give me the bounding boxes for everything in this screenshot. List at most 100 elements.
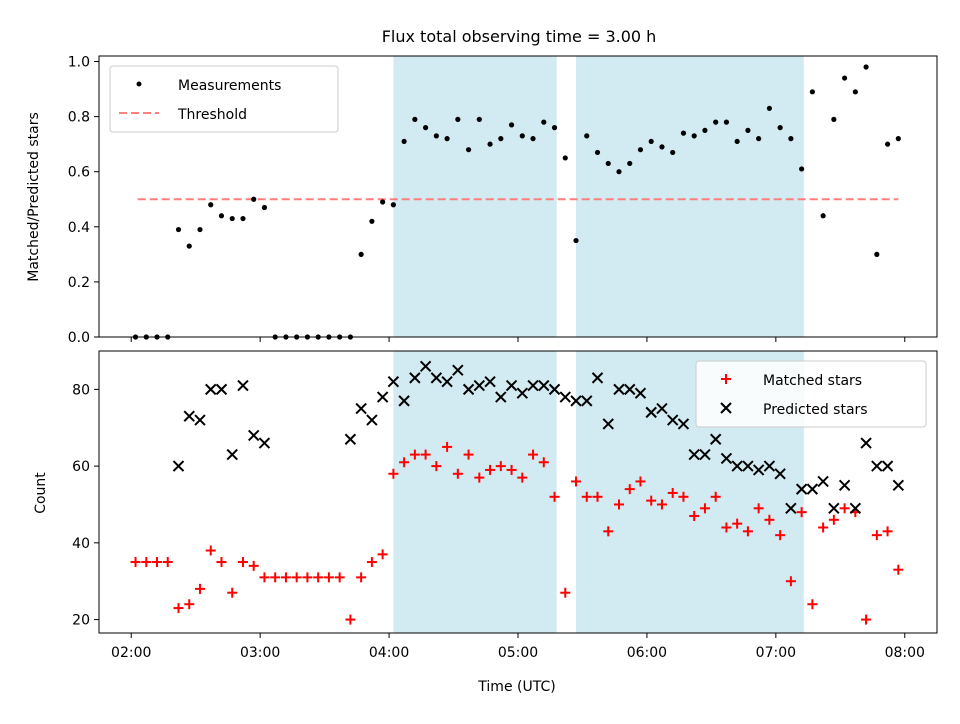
measurement-point [401, 138, 407, 145]
matched-star-point [624, 484, 635, 495]
matched-star-point [871, 530, 882, 541]
y-tick-label: 1.0 [68, 55, 90, 71]
measurement-point [551, 125, 558, 131]
predicted-star-point [860, 437, 872, 449]
measurement-point [562, 155, 568, 161]
matched-star-point [366, 557, 377, 568]
legend: Measurements Threshold [109, 65, 339, 133]
matched-star-point [409, 449, 420, 460]
predicted-star-point [484, 375, 496, 388]
legend-measurement-marker [136, 81, 142, 87]
legend-predicted-marker [720, 402, 732, 414]
matched-star-point [345, 614, 356, 625]
matched-star-point [313, 572, 324, 583]
measurement-point [498, 136, 504, 142]
measurement-point [734, 138, 740, 145]
matched-star-point [194, 583, 205, 594]
measurement-point [240, 215, 246, 222]
predicted-star-point [516, 387, 529, 399]
y-tick-label: 80 [72, 382, 90, 398]
legend-box [109, 65, 339, 133]
measurement-point [208, 202, 214, 208]
shaded-span [393, 351, 557, 633]
legend-matched-marker [721, 374, 731, 384]
y-tick-label: 0.8 [68, 110, 90, 126]
measurement-point [390, 202, 396, 208]
measurement-point [519, 133, 525, 139]
predicted-star-point [441, 375, 453, 388]
measurement-point [659, 144, 665, 150]
predicted-star-point [838, 479, 851, 491]
matched-star-point [775, 530, 786, 541]
count-panel: 20 40 60 80 02:00 03:00 04:00 05:00 06:00 07:00 08… [33, 350, 938, 695]
measurement-point [465, 147, 472, 153]
matched-star-point [334, 572, 345, 583]
predicted-star-point [430, 372, 443, 384]
predicted-star-point [215, 383, 228, 396]
x-tick-label: 04:00 [369, 645, 409, 661]
measurement-point [895, 136, 901, 142]
matched-star-point [184, 599, 195, 610]
legend-label: Matched stars [763, 373, 862, 389]
measurement-point [863, 64, 869, 70]
star-count-points [130, 360, 905, 625]
measurement-point [874, 251, 880, 257]
observing-windows [393, 351, 804, 633]
matched-star-point [721, 522, 732, 533]
predicted-star-point [462, 383, 475, 396]
x-tick-label: 05:00 [498, 645, 538, 661]
shaded-span [393, 56, 557, 337]
matched-star-point [280, 572, 291, 583]
measurement-point [788, 136, 794, 142]
matched-star-point [753, 503, 764, 514]
shaded-span [576, 56, 804, 337]
matched-star-point [646, 495, 657, 506]
matched-star-point [130, 557, 141, 568]
measurement-point [412, 116, 418, 122]
measurement-point [455, 116, 461, 122]
x-tick-label: 03:00 [240, 645, 280, 661]
predicted-star-point [409, 372, 421, 384]
plot-frame [98, 55, 938, 338]
legend-label: Measurements [178, 78, 281, 94]
matched-star-point [710, 491, 721, 502]
axis-ticks: 0.0 0.2 0.4 0.6 0.8 1.0 [68, 55, 906, 346]
legend-label: Predicted stars [763, 402, 868, 418]
measurement-point [831, 116, 837, 122]
measurement-point [508, 122, 515, 128]
measurement-point [444, 136, 450, 142]
measurement-point [175, 226, 182, 233]
matched-star-point [452, 468, 463, 479]
matched-star-point [807, 599, 818, 610]
matched-star-point [656, 499, 667, 510]
predicted-star-point [387, 375, 400, 388]
predicted-star-point [774, 468, 786, 480]
predicted-star-point [645, 406, 657, 419]
measurement-point [670, 149, 676, 156]
matched-star-point [205, 545, 216, 556]
matched-star-point [796, 507, 807, 518]
matched-star-point [678, 491, 689, 502]
y-tick-label: 0.4 [68, 220, 90, 236]
predicted-star-point [624, 383, 636, 396]
measurement-point [616, 169, 622, 175]
y-tick-label: 0.6 [68, 165, 90, 181]
matched-star-point [495, 461, 506, 472]
predicted-star-point [634, 387, 647, 399]
y-tick-label: 0.2 [68, 275, 90, 291]
matched-star-point [141, 557, 152, 568]
y-tick-label: 40 [72, 536, 90, 552]
predicted-star-point [720, 452, 733, 465]
matched-star-point [270, 572, 281, 583]
matched-star-point [388, 468, 399, 479]
measurement-point [380, 199, 386, 205]
predicted-star-point [258, 437, 271, 449]
predicted-star-point [581, 395, 593, 407]
measurement-point [487, 141, 493, 147]
predicted-star-point [355, 402, 367, 415]
measurement-point [723, 119, 730, 125]
x-tick-label: 06:00 [627, 645, 667, 661]
measurement-point [745, 127, 751, 133]
measurement-point [648, 138, 654, 145]
predicted-star-point [763, 460, 776, 472]
